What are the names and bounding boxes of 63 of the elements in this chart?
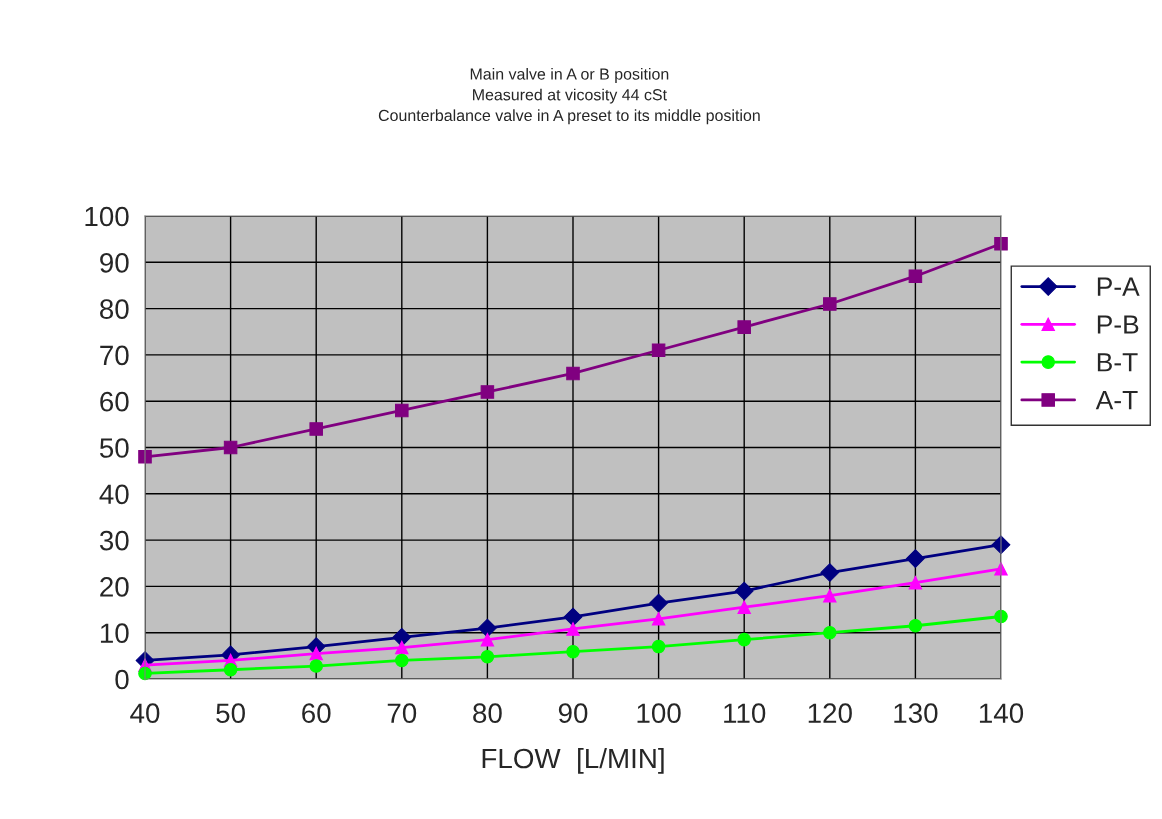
y-tick-label: 100	[85, 206, 129, 227]
legend-label: B-T	[1097, 353, 1138, 372]
point	[908, 575, 923, 590]
x-tick-label: 120	[808, 703, 852, 724]
point	[566, 622, 580, 636]
x-tick-label: 80	[473, 703, 502, 724]
point	[651, 612, 666, 626]
x-tick-label: 40	[130, 703, 160, 724]
legend-label: P-B	[1097, 315, 1139, 334]
y-tick-label: 30	[99, 530, 129, 551]
point	[737, 632, 751, 647]
point	[309, 422, 323, 436]
x-tick-label: 100	[637, 703, 681, 724]
x-tick-label: 130	[894, 703, 938, 724]
point	[823, 588, 837, 603]
point	[823, 297, 837, 311]
chart-subtitle: Main valve in A or B position Measured at vicosity 44 cSt Counterbalance valve in A preset to its middle position	[378, 68, 760, 125]
y-tick-label: 20	[100, 577, 129, 597]
x-tick-label: 50	[216, 703, 245, 724]
point	[649, 593, 668, 613]
point	[480, 650, 495, 664]
y-tick-label: 0	[115, 669, 129, 690]
point	[737, 600, 751, 614]
point	[480, 385, 495, 399]
legend-label: P-A	[1097, 277, 1140, 296]
point	[906, 549, 925, 568]
point	[651, 639, 666, 654]
x-tick-label: 140	[979, 703, 1024, 724]
point	[908, 618, 923, 633]
x-tick-label: 110	[724, 703, 766, 724]
legend-label: A-T	[1095, 391, 1138, 410]
point	[908, 269, 923, 283]
y-tick-label: 90	[100, 252, 129, 273]
point	[223, 440, 238, 455]
point	[480, 632, 495, 647]
point	[309, 646, 323, 661]
point	[734, 581, 754, 601]
point	[566, 366, 580, 381]
point	[138, 449, 152, 464]
point	[566, 644, 580, 659]
y-tick-label: 60	[100, 391, 129, 412]
x-tick-label: 70	[387, 703, 417, 724]
point	[309, 659, 323, 673]
y-tick-label: 10	[100, 623, 129, 644]
y-tick-label: 80	[100, 299, 129, 319]
point	[820, 563, 840, 582]
point	[395, 653, 409, 668]
point	[395, 640, 409, 655]
x-tick-label: 60	[302, 703, 331, 724]
point	[395, 403, 409, 418]
x-tick-label: 90	[558, 703, 588, 724]
point	[223, 662, 238, 677]
y-tick-label: 50	[99, 438, 129, 458]
point	[392, 627, 412, 647]
x-axis-title: FLOW [L/MIN]	[482, 747, 664, 774]
y-tick-label: 40	[99, 484, 129, 505]
point	[651, 343, 666, 358]
point	[994, 237, 1008, 251]
point	[823, 625, 837, 640]
point	[737, 320, 751, 334]
point	[563, 607, 583, 627]
point	[478, 618, 497, 638]
y-tick-label: 70	[100, 345, 129, 366]
